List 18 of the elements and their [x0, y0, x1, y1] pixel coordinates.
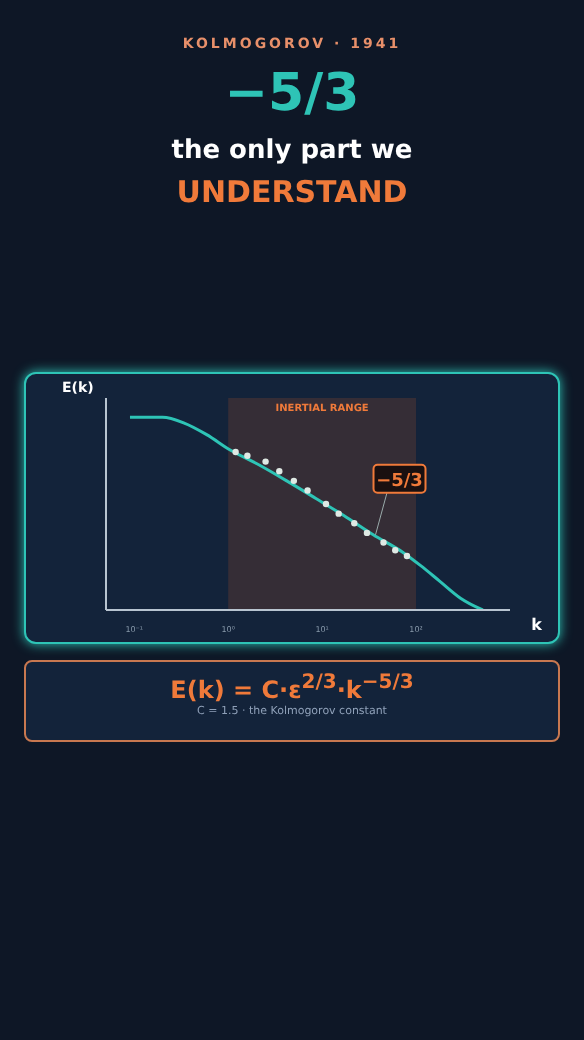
point	[262, 458, 269, 465]
point	[290, 477, 298, 485]
chart-subtitle: −5/3	[222, 64, 362, 124]
point	[363, 529, 371, 537]
point	[232, 448, 239, 456]
text: E(k) = C·ε$^{2/3}$·k$^{−5/3}$	[168, 672, 416, 704]
point	[335, 510, 342, 517]
point	[244, 452, 251, 460]
text: the only part we	[169, 136, 415, 166]
point	[304, 487, 311, 494]
point	[276, 468, 283, 475]
point	[322, 500, 330, 508]
text: UNDERSTAND	[174, 174, 410, 210]
point	[392, 547, 399, 554]
point	[351, 520, 358, 527]
annotation: −5/3	[376, 471, 423, 492]
point	[380, 539, 387, 546]
x-axis-title: k	[531, 616, 544, 634]
